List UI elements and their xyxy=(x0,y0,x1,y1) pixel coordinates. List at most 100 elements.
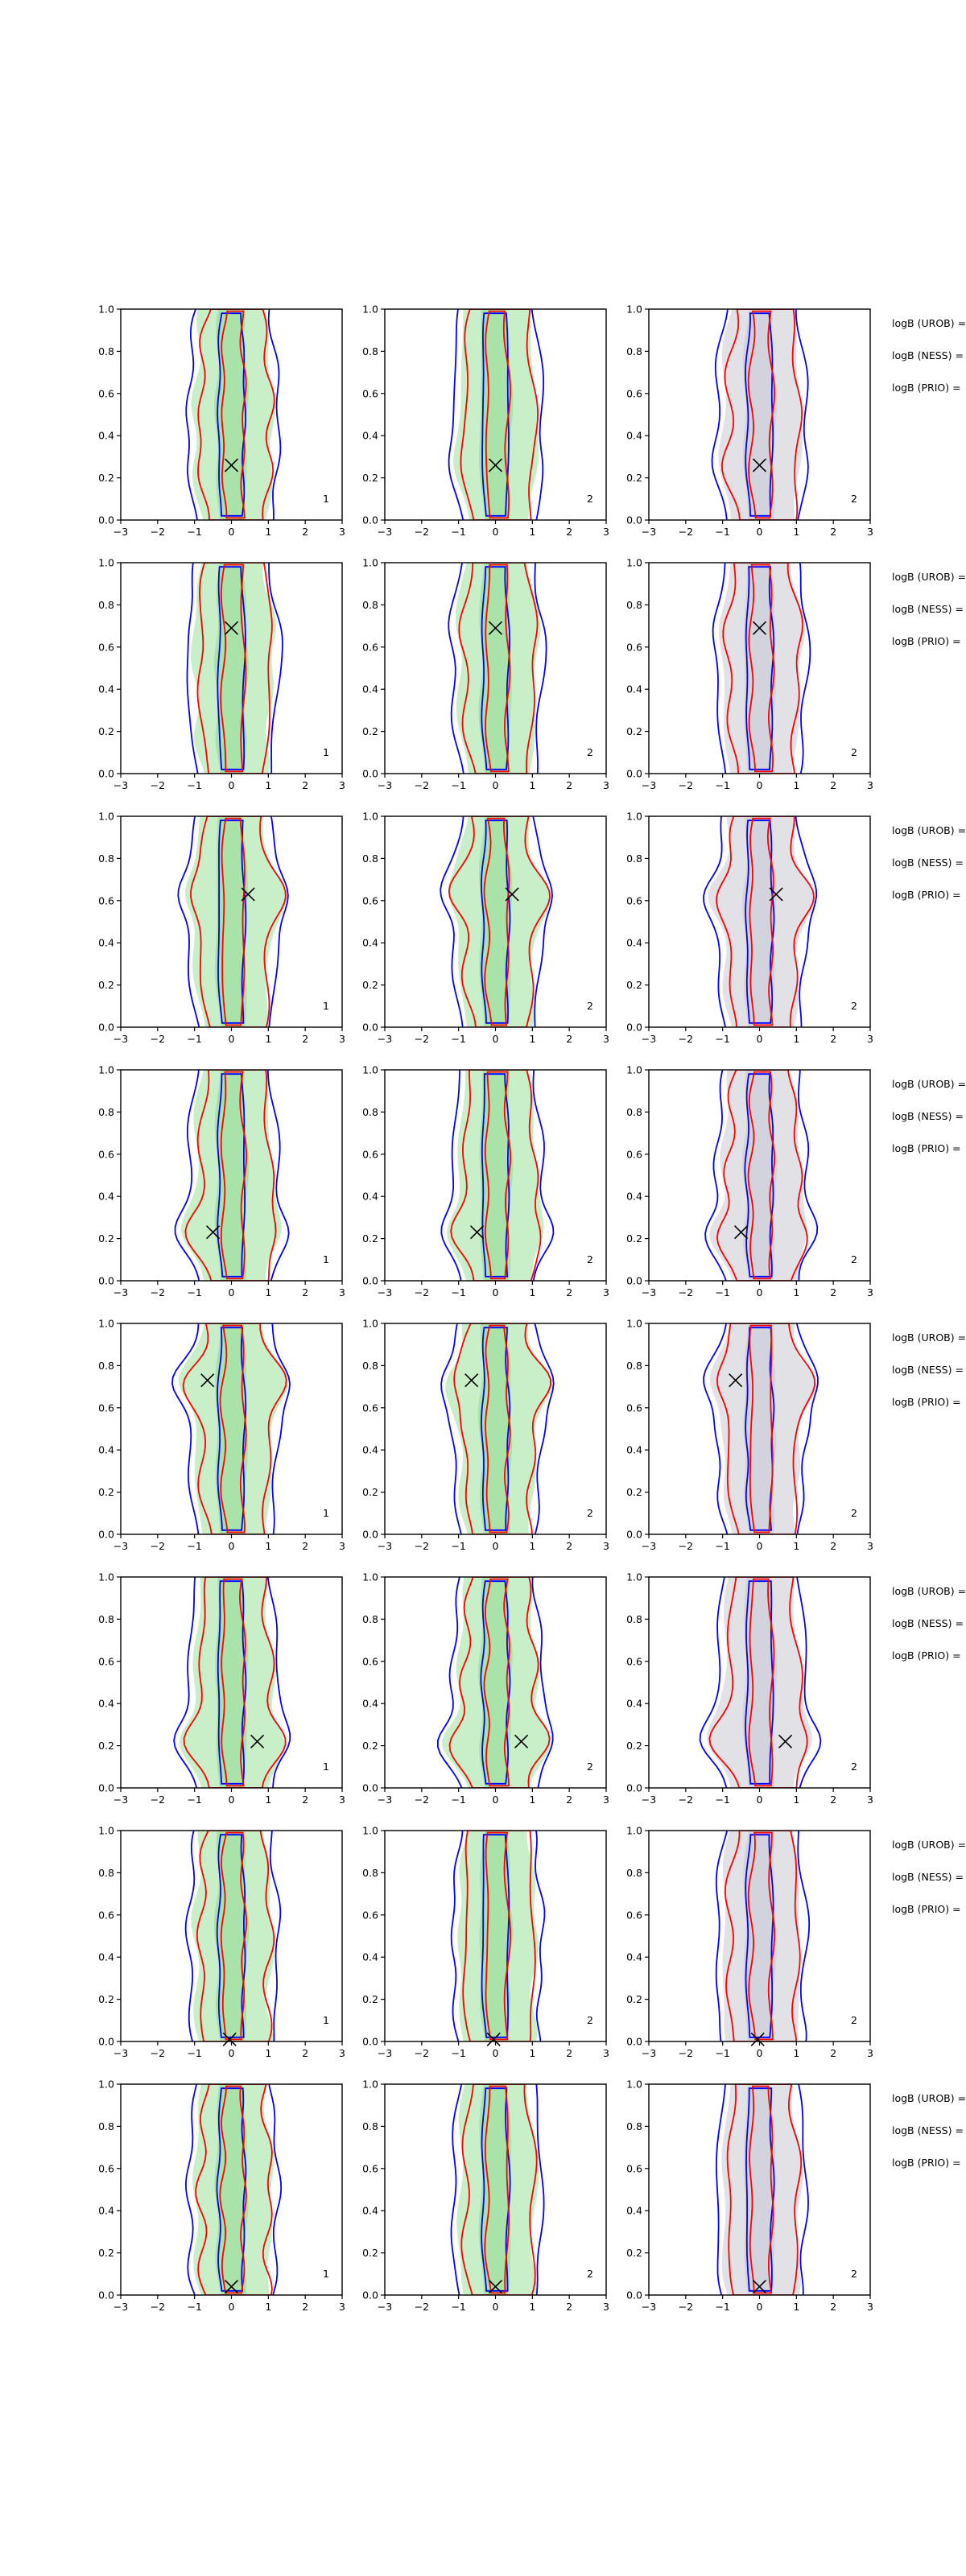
red-contour-outer xyxy=(724,1831,801,2041)
blue-contour-outer xyxy=(448,563,547,774)
x-tick-label: −2 xyxy=(151,1794,165,1806)
blue-contour-inner xyxy=(217,1073,246,1278)
red-contour-outer xyxy=(460,2084,538,2295)
x-tick-label: 3 xyxy=(339,1540,345,1552)
blue-contour-inner xyxy=(217,312,247,517)
red-contour-inner xyxy=(483,817,510,1026)
panel-r7-c1: −3 −2 −1 0 1 2 3 0.0 0.2 0.4 0.6 0.8 1.0 1 xyxy=(98,1825,345,2060)
reference-x-marker xyxy=(224,621,239,635)
blue-contour-inner xyxy=(481,1073,510,1278)
y-tick-label: 0.4 xyxy=(98,1698,114,1710)
y-tick-label: 0.2 xyxy=(626,1486,642,1498)
x-tick-label: 2 xyxy=(830,1540,836,1552)
x-tick-label: −2 xyxy=(151,526,165,538)
x-tick-label: −3 xyxy=(114,1286,128,1298)
x-tick-label: 1 xyxy=(793,2301,799,2313)
panel-count-label: 2 xyxy=(587,2014,593,2026)
x-tick-label: −1 xyxy=(187,779,201,791)
panel-r2-c2: −3 −2 −1 0 1 2 3 0.0 0.2 0.4 0.6 0.8 1.0 2 xyxy=(362,557,609,792)
x-tick-label: −3 xyxy=(378,1286,392,1298)
reference-x-marker xyxy=(752,2279,767,2294)
x-tick-label: 1 xyxy=(529,2301,535,2313)
blue-contour-inner xyxy=(480,819,511,1024)
y-tick-label: 0.4 xyxy=(98,1951,114,1963)
x-tick-label: 3 xyxy=(339,2047,345,2059)
x-tick-label: −2 xyxy=(415,1033,429,1045)
x-tick-label: −2 xyxy=(151,2047,165,2059)
x-tick-label: −2 xyxy=(679,1540,693,1552)
y-tick-label: 0.6 xyxy=(98,2162,114,2174)
x-tick-label: 3 xyxy=(867,526,873,538)
y-tick-label: 0.6 xyxy=(362,387,378,399)
reference-x-marker xyxy=(486,2032,501,2046)
x-tick-label: −2 xyxy=(151,1286,165,1298)
x-tick-label: 2 xyxy=(302,1286,308,1298)
y-tick-label: 0.2 xyxy=(362,979,378,991)
reference-x-marker xyxy=(752,458,767,473)
y-tick-label: 1.0 xyxy=(98,1064,114,1076)
y-tick-label: 1.0 xyxy=(98,557,114,569)
y-tick-label: 0.8 xyxy=(362,599,378,611)
x-tick-label: 2 xyxy=(830,1033,836,1045)
red-contour-inner xyxy=(747,310,775,519)
y-tick-label: 0.2 xyxy=(98,725,114,737)
y-tick-label: 0.8 xyxy=(626,852,642,865)
reference-x-marker xyxy=(250,1734,265,1748)
x-tick-label: −3 xyxy=(642,1540,656,1552)
red-contour-inner xyxy=(219,1324,247,1534)
x-tick-label: 3 xyxy=(339,1033,345,1045)
y-tick-label: 0.4 xyxy=(362,1444,378,1456)
y-tick-label: 0.8 xyxy=(362,2120,378,2132)
x-tick-label: 3 xyxy=(603,1540,609,1552)
x-tick-label: 3 xyxy=(867,779,873,791)
x-tick-label: 2 xyxy=(302,779,308,791)
y-tick-label: 0.2 xyxy=(626,1232,642,1245)
red-contour-inner xyxy=(483,1578,511,1787)
side-label-1: logB (UROB) = xyxy=(892,824,966,836)
x-tick-label: 2 xyxy=(830,779,836,791)
y-tick-label: 0.6 xyxy=(626,1148,642,1160)
panel-count-label: 2 xyxy=(851,1507,857,1519)
x-tick-label: −3 xyxy=(642,2301,656,2313)
y-tick-label: 0.6 xyxy=(362,1402,378,1414)
y-tick-label: 0.4 xyxy=(626,1444,642,1456)
blue-contour-outer xyxy=(177,816,289,1027)
panel-count-label: 2 xyxy=(851,493,857,505)
y-tick-label: 0.2 xyxy=(626,1740,642,1752)
side-label-2: logB (NESS) = xyxy=(892,2124,964,2136)
blue-contour-outer xyxy=(450,2084,545,2295)
x-tick-label: 2 xyxy=(566,2047,572,2059)
x-tick-label: −3 xyxy=(642,1033,656,1045)
red-contour-outer xyxy=(720,309,803,520)
y-tick-label: 0.2 xyxy=(98,2247,114,2259)
x-tick-label: 3 xyxy=(339,779,345,791)
x-tick-label: 3 xyxy=(603,2301,609,2313)
y-tick-label: 1.0 xyxy=(626,1571,642,1583)
x-tick-label: −1 xyxy=(451,1540,465,1552)
x-tick-label: 2 xyxy=(830,2047,836,2059)
y-tick-label: 1.0 xyxy=(626,557,642,569)
reference-x-marker xyxy=(206,1225,221,1240)
y-tick-label: 0.2 xyxy=(362,1740,378,1752)
x-tick-label: −2 xyxy=(679,1033,693,1045)
y-tick-label: 1.0 xyxy=(362,1825,378,1837)
blue-contour-inner xyxy=(745,1834,774,2038)
y-tick-label: 0.2 xyxy=(98,1486,114,1498)
side-label-2: logB (NESS) = xyxy=(892,1617,964,1629)
y-tick-label: 1.0 xyxy=(362,2079,378,2091)
blue-contour-inner xyxy=(216,1834,246,2038)
red-contour-inner xyxy=(749,2085,774,2294)
y-tick-label: 0.6 xyxy=(98,1148,114,1160)
y-tick-label: 0.4 xyxy=(362,1191,378,1203)
red-contour-outer xyxy=(453,1323,551,1534)
x-tick-label: 1 xyxy=(529,1540,535,1552)
x-tick-label: −3 xyxy=(378,2047,392,2059)
panel-r6-c1: −3 −2 −1 0 1 2 3 0.0 0.2 0.4 0.6 0.8 1.0 1 xyxy=(98,1571,345,1806)
side-label-3: logB (PRIO) = xyxy=(892,889,961,901)
x-tick-label: 2 xyxy=(566,1540,572,1552)
y-tick-label: 0.8 xyxy=(362,1613,378,1625)
y-tick-label: 0.6 xyxy=(98,641,114,653)
x-tick-label: 1 xyxy=(793,1033,799,1045)
y-tick-label: 0.2 xyxy=(626,979,642,991)
blue-contour-inner xyxy=(480,1580,511,1785)
